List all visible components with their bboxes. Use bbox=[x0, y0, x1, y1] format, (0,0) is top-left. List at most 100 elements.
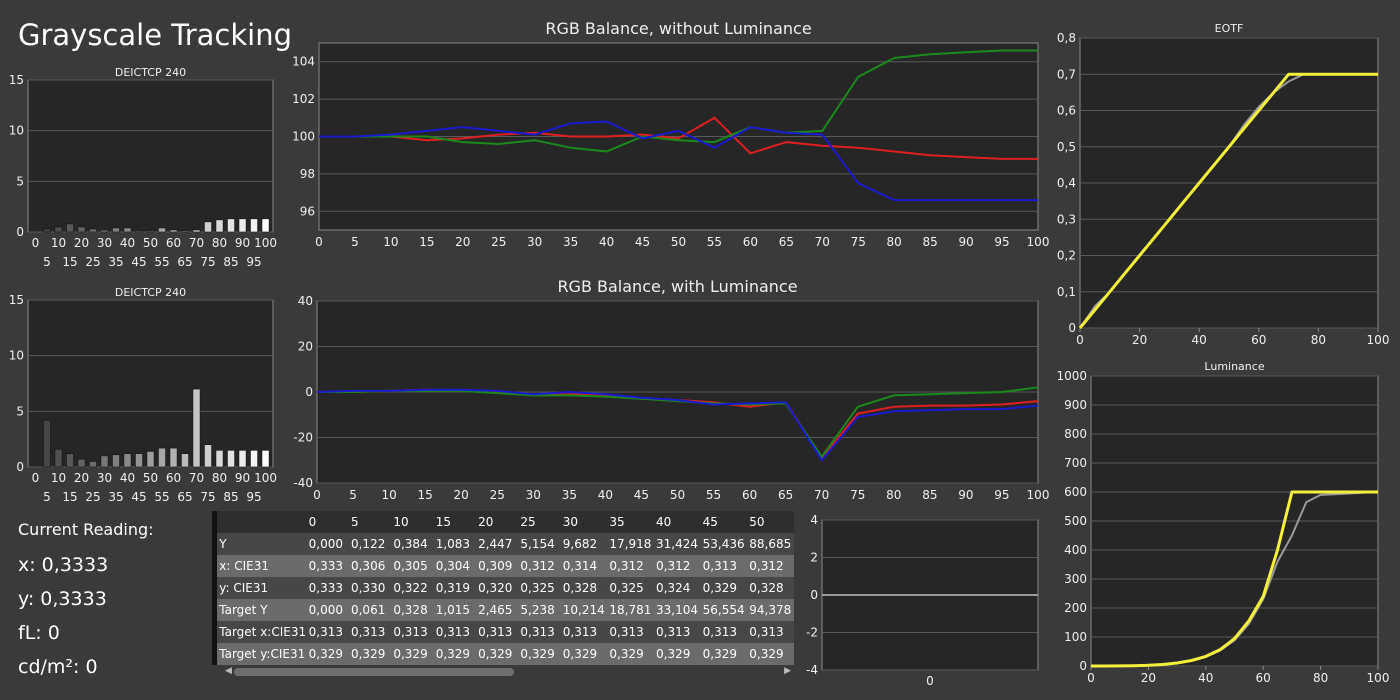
table-cell: 0,325 bbox=[518, 577, 561, 599]
table-cell: 0,320 bbox=[476, 577, 519, 599]
bar bbox=[215, 219, 224, 233]
table-row[interactable]: Target x:CIE31 0,313 0,313 0,313 0,313 0,313 0… bbox=[212, 621, 794, 643]
y-tick-label: 0,5 bbox=[1057, 140, 1076, 154]
table-row[interactable]: Y 0,000 0,122 0,384 1,083 2,447 5,154 9,682 17,9… bbox=[212, 533, 794, 555]
row-selector[interactable] bbox=[212, 533, 218, 555]
scrollbar-thumb[interactable] bbox=[234, 668, 514, 676]
table-cell: 0,313 bbox=[654, 621, 701, 643]
table-column-header: 40 bbox=[654, 511, 701, 533]
x-tick-label: 20 bbox=[1132, 333, 1147, 347]
table-column-header: 0 bbox=[306, 511, 349, 533]
table-row[interactable]: x: CIE31 0,333 0,306 0,305 0,304 0,309 0,312 0,… bbox=[212, 555, 794, 577]
x-tick-label: 55 bbox=[154, 255, 169, 269]
y-tick-label: 0 bbox=[1079, 659, 1087, 673]
x-tick-label: 45 bbox=[634, 488, 649, 502]
x-tick-label: 25 bbox=[85, 490, 100, 504]
x-tick-label: 60 bbox=[743, 235, 758, 249]
plot-area bbox=[27, 79, 274, 233]
x-tick-label: 100 bbox=[254, 236, 277, 250]
table-row-label: y: CIE31 bbox=[217, 577, 307, 599]
table-row[interactable]: Target y:CIE31 0,329 0,329 0,329 0,329 0,329 0… bbox=[212, 643, 794, 665]
table-cell: 0,313 bbox=[348, 621, 392, 643]
y-tick-label: 600 bbox=[1064, 485, 1087, 499]
x-tick-label: 70 bbox=[814, 488, 829, 502]
table-row[interactable]: Target Y 0,000 0,061 0,328 1,015 2,465 5,238 10… bbox=[212, 599, 794, 621]
series-line-blue bbox=[319, 120, 1038, 202]
y-tick-label: 100 bbox=[292, 130, 315, 144]
table-cell: 56,554 bbox=[700, 599, 748, 621]
table-row-label: Y bbox=[217, 533, 307, 555]
x-tick-label: 5 bbox=[43, 490, 51, 504]
row-selector[interactable] bbox=[212, 621, 218, 643]
x-tick-label: 70 bbox=[189, 471, 204, 485]
y-tick-label: -2 bbox=[806, 626, 818, 640]
y-tick-label: 0,7 bbox=[1057, 67, 1076, 81]
bar bbox=[146, 451, 155, 468]
table-cell: 0,319 bbox=[433, 577, 477, 599]
table-cell: 17,918 bbox=[607, 533, 655, 555]
x-tick-label: 40 bbox=[598, 488, 613, 502]
x-tick-label: 70 bbox=[189, 236, 204, 250]
table-cell: 0,329 bbox=[391, 643, 434, 665]
x-tick-label: 30 bbox=[527, 235, 542, 249]
table-cell: 5,154 bbox=[518, 533, 561, 555]
table-cell: 0,325 bbox=[607, 577, 655, 599]
table-cell: 2,465 bbox=[476, 599, 519, 621]
table-row-label: Target y:CIE31 bbox=[217, 643, 307, 665]
table-cell: 0,329 bbox=[476, 643, 519, 665]
y-tick-label: -20 bbox=[293, 431, 313, 445]
x-tick-label: 45 bbox=[131, 490, 146, 504]
x-tick-label: 55 bbox=[707, 235, 722, 249]
x-tick-label: 10 bbox=[51, 471, 66, 485]
x-tick-label: 60 bbox=[1256, 671, 1271, 685]
x-tick-label: 60 bbox=[166, 471, 181, 485]
y-tick-label: 5 bbox=[16, 404, 24, 418]
table-cell: 53,436 bbox=[700, 533, 748, 555]
x-tick-label: 60 bbox=[1251, 333, 1266, 347]
table-row-label-header bbox=[217, 511, 307, 533]
table-cell: 0,314 bbox=[560, 555, 608, 577]
bar bbox=[169, 229, 178, 233]
measurement-table[interactable]: 0 5 10 15 20 25 30 35 40 45 50 Y 0,000 0,122 0,384 1,08… bbox=[212, 511, 794, 679]
table-cell: 0,061 bbox=[348, 599, 392, 621]
row-selector[interactable] bbox=[212, 643, 218, 665]
bar bbox=[204, 221, 212, 233]
x-tick-label: 50 bbox=[143, 236, 158, 250]
y-tick-label: 104 bbox=[292, 55, 315, 69]
y-tick-label: 0,3 bbox=[1057, 212, 1076, 226]
bar bbox=[100, 229, 109, 233]
row-selector[interactable] bbox=[212, 599, 218, 621]
x-tick-label: 90 bbox=[958, 235, 973, 249]
table-cell: 88,685 bbox=[747, 533, 794, 555]
row-selector[interactable] bbox=[212, 577, 218, 599]
reading-cdm2: cd/m²: 0 bbox=[18, 656, 98, 678]
bar bbox=[261, 449, 270, 468]
table-cell: 0,313 bbox=[700, 621, 748, 643]
table-cell: 0,312 bbox=[654, 555, 701, 577]
x-tick-label: 15 bbox=[418, 488, 433, 502]
x-tick-label: 85 bbox=[923, 235, 938, 249]
x-tick-label: 60 bbox=[166, 236, 181, 250]
table-column-header: 20 bbox=[476, 511, 519, 533]
chart-title: RGB Balance, with Luminance bbox=[557, 277, 797, 296]
scroll-left-icon[interactable]: ◀ bbox=[225, 666, 232, 676]
bar bbox=[77, 458, 86, 468]
table-column-header: 25 bbox=[518, 511, 561, 533]
table-column-header: 30 bbox=[560, 511, 608, 533]
row-selector[interactable] bbox=[212, 555, 218, 577]
x-tick-label: 35 bbox=[563, 235, 578, 249]
scroll-right-icon[interactable]: ▶ bbox=[784, 666, 791, 676]
x-tick-label: 65 bbox=[177, 490, 192, 504]
table-horizontal-scrollbar[interactable]: ◀ ▶ bbox=[224, 666, 792, 678]
table-row[interactable]: y: CIE31 0,333 0,330 0,322 0,319 0,320 0,325 0,… bbox=[212, 577, 794, 599]
x-tick-label: 85 bbox=[223, 255, 238, 269]
x-tick-label: 0 bbox=[926, 674, 934, 688]
table-cell: 0,306 bbox=[348, 555, 392, 577]
x-tick-label: 25 bbox=[491, 235, 506, 249]
bar bbox=[123, 453, 132, 468]
table-row-label: x: CIE31 bbox=[217, 555, 307, 577]
x-tick-label: 100 bbox=[1027, 488, 1050, 502]
